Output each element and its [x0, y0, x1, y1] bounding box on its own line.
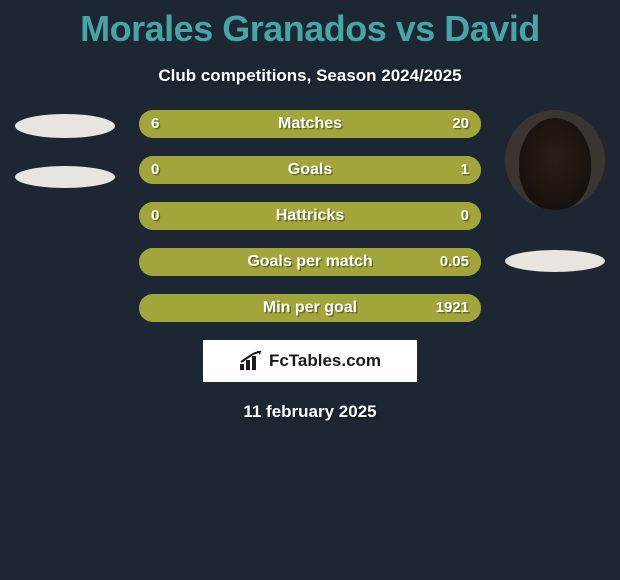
comparison-area: 6Matches200Goals10Hattricks0Goals per ma… — [0, 110, 620, 322]
player-left-club-blank — [15, 166, 115, 188]
player-right-avatar — [505, 110, 605, 210]
stat-value-right: 0 — [461, 202, 469, 230]
branding-chart-icon — [239, 351, 263, 371]
stat-row: 0Hattricks0 — [139, 202, 481, 230]
player-left-column — [10, 110, 120, 188]
stat-value-right: 0.05 — [440, 248, 469, 276]
page-title: Morales Granados vs David — [0, 0, 620, 50]
stat-value-right: 1921 — [436, 294, 469, 322]
stat-label: Min per goal — [139, 294, 481, 322]
stat-label: Goals per match — [139, 248, 481, 276]
stat-row: Min per goal1921 — [139, 294, 481, 322]
stat-label: Goals — [139, 156, 481, 184]
player-right-column — [500, 110, 610, 272]
stat-value-right: 20 — [452, 110, 469, 138]
player-right-club-blank — [505, 250, 605, 272]
player-right-face — [519, 118, 591, 210]
stat-label: Hattricks — [139, 202, 481, 230]
stat-row: Goals per match0.05 — [139, 248, 481, 276]
stat-label: Matches — [139, 110, 481, 138]
stat-bars: 6Matches200Goals10Hattricks0Goals per ma… — [139, 110, 481, 322]
page-subtitle: Club competitions, Season 2024/2025 — [0, 66, 620, 86]
footer-date: 11 february 2025 — [0, 402, 620, 422]
stat-row: 6Matches20 — [139, 110, 481, 138]
branding-box: FcTables.com — [203, 340, 417, 382]
stat-row: 0Goals1 — [139, 156, 481, 184]
stat-value-right: 1 — [461, 156, 469, 184]
player-left-avatar-blank — [15, 114, 115, 138]
branding-text: FcTables.com — [269, 351, 381, 371]
